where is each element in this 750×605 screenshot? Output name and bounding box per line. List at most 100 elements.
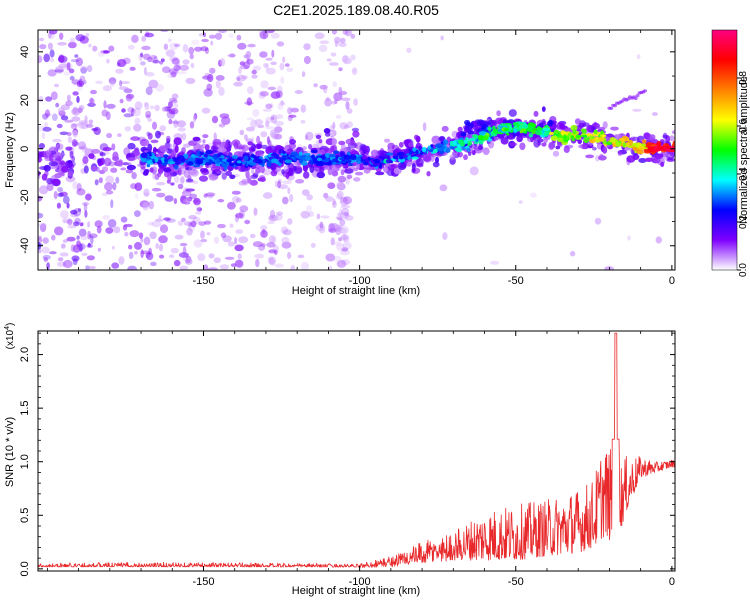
- speckle-blob: [57, 107, 65, 114]
- speckle-blob: [350, 54, 356, 61]
- speckle-blob: [189, 193, 198, 200]
- speckle-blob: [334, 98, 338, 105]
- speckle-blob: [133, 123, 142, 132]
- speckle-blob: [67, 136, 72, 144]
- ridge-blob: [252, 172, 259, 178]
- speckle-blob: [332, 200, 337, 209]
- speckle-blob: [440, 35, 444, 41]
- ridge-core-blob: [399, 156, 404, 160]
- speckle-blob: [134, 182, 143, 191]
- ridge-blob: [638, 158, 647, 163]
- speckle-blob: [150, 261, 157, 267]
- speckle-blob: [116, 62, 121, 67]
- speckle-blob: [234, 237, 238, 245]
- ridge-blob: [426, 171, 431, 177]
- ridge-blob: [353, 167, 359, 172]
- speckle-blob: [236, 34, 242, 41]
- ridge-blob: [112, 155, 120, 162]
- speckle-blob: [330, 52, 337, 57]
- speckle-blob: [60, 243, 66, 249]
- ridge-core-blob: [435, 143, 443, 149]
- speckle-blob: [439, 184, 448, 192]
- ridge-core-blob: [304, 155, 311, 162]
- speckle-blob: [254, 253, 265, 259]
- ridge-core-blob: [549, 131, 554, 136]
- speckle-blob: [238, 180, 249, 186]
- speckle-blob: [147, 118, 153, 122]
- speckle-blob: [134, 101, 143, 110]
- speckle-blob: [181, 192, 192, 197]
- speckle-blob: [260, 80, 269, 89]
- speckle-blob: [59, 32, 64, 40]
- speckle-blob: [192, 114, 197, 123]
- ridge-blob: [375, 171, 385, 176]
- ridge-blob: [548, 141, 555, 151]
- speckle-blob: [342, 196, 352, 205]
- ridge-blob: [150, 139, 159, 144]
- speckle-blob: [131, 34, 139, 43]
- speckle-blob: [39, 223, 47, 233]
- speckle-blob: [224, 256, 235, 260]
- ridge-core-blob: [641, 143, 647, 147]
- speckle-blob: [146, 252, 154, 261]
- speckle-blob: [173, 103, 179, 109]
- speckle-blob: [325, 253, 336, 262]
- speckle-blob: [43, 113, 52, 117]
- ridge-blob: [202, 134, 209, 139]
- ridge-blob: [643, 89, 647, 93]
- speckle-blob: [87, 230, 91, 240]
- speckle-blob: [340, 37, 346, 44]
- speckle-blob: [69, 75, 75, 81]
- ridge-core-blob: [449, 146, 455, 150]
- ridge-core-blob: [465, 137, 469, 141]
- ridge-core-blob: [204, 158, 210, 163]
- ridge-core-blob: [570, 124, 578, 131]
- ridge-core-blob: [443, 139, 449, 145]
- ridge-blob: [308, 143, 313, 150]
- ridge-blob: [416, 163, 424, 168]
- ridge-blob: [330, 145, 335, 153]
- ridge-blob: [323, 128, 331, 134]
- speckle-blob: [217, 199, 225, 203]
- ridge-blob: [602, 146, 608, 154]
- speckle-blob: [176, 120, 186, 128]
- speckle-blob: [179, 195, 188, 205]
- ridge-core-blob: [550, 135, 558, 141]
- speckle-blob: [67, 224, 77, 229]
- speckle-blob: [68, 68, 75, 74]
- speckle-blob: [352, 68, 357, 74]
- speckle-blob: [38, 248, 42, 254]
- ridge-core-blob: [203, 153, 208, 158]
- speckle-blob: [158, 235, 168, 244]
- speckle-blob: [339, 249, 350, 256]
- speckle-blob: [73, 221, 80, 227]
- speckle-blob: [70, 244, 76, 252]
- speckle-blob: [154, 104, 160, 112]
- ridge-blob: [496, 110, 501, 117]
- ridge-blob: [199, 175, 208, 182]
- speckle-blob: [203, 193, 208, 198]
- ridge-core-blob: [422, 146, 427, 153]
- ridge-core-blob: [600, 134, 607, 138]
- speckle-blob: [287, 187, 291, 195]
- speckle-blob: [221, 116, 231, 125]
- speckle-blob: [318, 227, 325, 234]
- speckle-blob: [106, 103, 116, 109]
- speckle-blob: [181, 132, 187, 141]
- ridge-blob: [511, 131, 521, 137]
- speckle-blob: [65, 100, 73, 107]
- speckle-blob: [328, 227, 337, 233]
- speckle-blob: [241, 178, 248, 185]
- ridge-core-blob: [299, 158, 303, 164]
- speckle-blob: [46, 182, 54, 192]
- speckle-blob: [339, 227, 348, 234]
- ridge-core-blob: [199, 151, 205, 156]
- speckle-blob: [120, 216, 128, 223]
- ridge-blob: [111, 143, 116, 151]
- ridge-blob: [177, 167, 182, 176]
- ridge-core-blob: [197, 160, 204, 165]
- ridge-blob: [225, 170, 232, 176]
- colorbar-tick-label: 0.2: [738, 215, 749, 229]
- speckle-blob: [318, 44, 328, 53]
- speckle-blob: [185, 188, 196, 192]
